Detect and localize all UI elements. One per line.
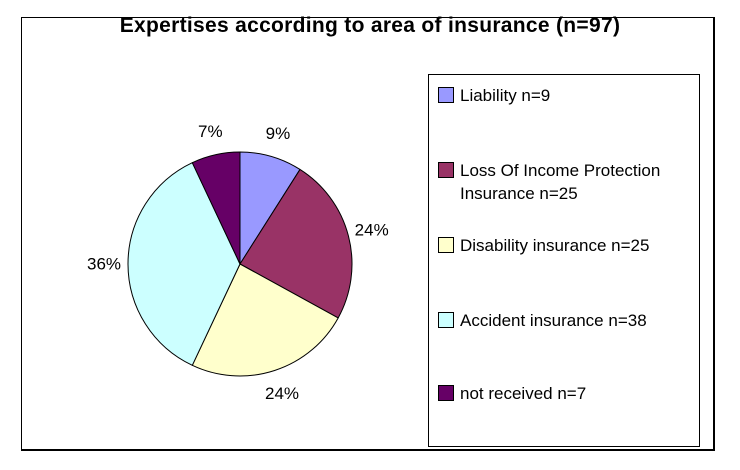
legend-item: Liability n=9 [438,84,695,107]
pie-slice [239,168,353,319]
pie-percent-label: 24% [265,384,299,403]
legend-label: Accident insurance n=38 [460,311,647,330]
legend-label: Disability insurance n=25 [460,236,650,255]
legend-item: Disability insurance n=25 [438,234,695,257]
legend-swatch [438,312,454,328]
pie-percent-label: 24% [355,221,389,240]
legend-swatch [438,162,454,178]
legend-swatch [438,385,454,401]
legend: Liability n=9 Loss Of Income Protection I… [428,74,700,447]
pie-percent-label: 7% [198,122,223,141]
legend-item: Loss Of Income Protection Insurance n=25 [438,159,695,205]
pie-slice [191,151,241,265]
legend-item: not received n=7 [438,382,695,405]
pie-slice [191,263,339,377]
legend-swatch [438,87,454,103]
legend-label: not received n=7 [460,384,587,403]
chart-title: Expertises according to area of insuranc… [119,14,621,37]
pie-slice [127,162,241,366]
pie-percent-label: 36% [87,255,121,274]
legend-swatch [438,237,454,253]
pie-percent-label: 9% [266,124,291,143]
legend-label: Liability n=9 [460,86,551,105]
legend-item: Accident insurance n=38 [438,309,695,332]
legend-label: Loss Of Income Protection Insurance n=25 [460,161,661,203]
